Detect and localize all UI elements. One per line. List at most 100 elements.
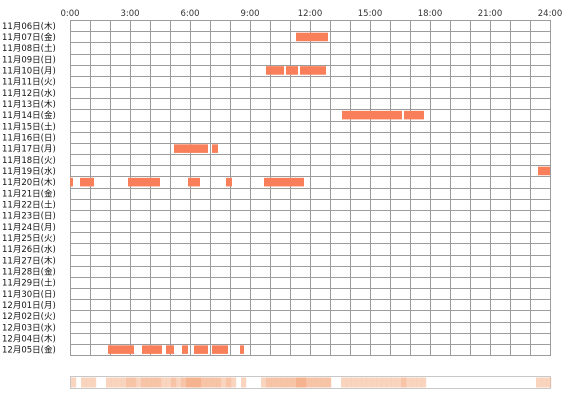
x-tick-label: 21:00 xyxy=(478,9,503,19)
summary-cell xyxy=(541,377,547,388)
activity-bar xyxy=(108,345,134,354)
x-tick-label: 12:00 xyxy=(298,9,323,19)
summary-cell xyxy=(291,377,297,388)
summary-cell xyxy=(296,377,302,388)
activity-bar xyxy=(226,177,232,187)
summary-cell xyxy=(286,377,292,388)
summary-cell xyxy=(146,377,152,388)
summary-cell xyxy=(316,377,322,388)
activity-bar xyxy=(212,345,228,354)
activity-bar xyxy=(182,345,188,354)
activity-bar xyxy=(296,32,328,42)
activity-bar xyxy=(128,177,160,187)
x-tick-label: 3:00 xyxy=(120,9,139,19)
summary-cell xyxy=(221,377,227,388)
day-label: 12月03日(水) xyxy=(2,322,56,333)
summary-cell xyxy=(386,377,392,388)
day-label: 11月08日(土) xyxy=(2,43,56,54)
summary-cell xyxy=(131,377,137,388)
summary-cell xyxy=(361,377,367,388)
summary-cell xyxy=(356,377,362,388)
summary-cell xyxy=(201,377,207,388)
day-label: 11月11日(火) xyxy=(2,78,56,88)
summary-cell xyxy=(276,377,282,388)
day-label: 11月19日(水) xyxy=(2,166,56,177)
summary-cell xyxy=(106,377,112,388)
summary-cell xyxy=(116,377,122,388)
day-label: 11月18日(火) xyxy=(2,156,56,166)
activity-bar xyxy=(70,177,73,187)
day-label: 11月21日(金) xyxy=(2,188,56,199)
summary-cell xyxy=(166,377,172,388)
summary-cell xyxy=(181,377,187,388)
summary-cell xyxy=(271,377,277,388)
day-label: 11月13日(木) xyxy=(2,99,56,110)
summary-cell xyxy=(346,377,352,388)
day-label: 11月30日(日) xyxy=(2,290,56,300)
x-tick-label: 24:00 xyxy=(538,9,563,19)
summary-cell xyxy=(546,377,552,388)
summary-cell xyxy=(396,377,402,388)
summary-cell xyxy=(216,377,222,388)
summary-cell xyxy=(226,377,232,388)
summary-cell xyxy=(241,377,247,388)
day-label: 11月20日(木) xyxy=(2,177,56,188)
summary-cell xyxy=(321,377,327,388)
summary-cell xyxy=(406,377,412,388)
summary-cell xyxy=(161,377,167,388)
summary-cell xyxy=(301,377,307,388)
activity-bar xyxy=(188,177,200,187)
summary-cell xyxy=(401,377,407,388)
activity-bar xyxy=(404,110,424,120)
summary-cell xyxy=(91,377,97,388)
activity-bar xyxy=(286,66,298,75)
activity-bar xyxy=(212,144,218,153)
summary-cell xyxy=(81,377,87,388)
day-label: 11月12日(水) xyxy=(2,88,56,99)
summary-cell xyxy=(141,377,147,388)
summary-cell xyxy=(536,377,542,388)
summary-cell xyxy=(186,377,192,388)
day-label: 12月01日(月) xyxy=(2,301,56,311)
x-tick-label: 18:00 xyxy=(418,9,443,19)
summary-cell xyxy=(351,377,357,388)
summary-cell xyxy=(391,377,397,388)
summary-cell xyxy=(211,377,217,388)
summary-strip xyxy=(70,376,552,389)
summary-cell xyxy=(306,377,312,388)
day-label: 12月04日(木) xyxy=(2,334,56,345)
activity-bar xyxy=(142,345,162,354)
day-label: 11月14日(金) xyxy=(2,110,56,121)
summary-cell xyxy=(126,377,132,388)
activity-bar xyxy=(266,66,284,75)
activity-bar xyxy=(240,345,244,354)
summary-cell xyxy=(366,377,372,388)
day-label: 12月02日(火) xyxy=(2,312,56,322)
day-label: 11月15日(土) xyxy=(2,121,56,132)
summary-cell xyxy=(411,377,417,388)
day-label: 11月06日(木) xyxy=(2,21,56,32)
day-label: 11月28日(金) xyxy=(2,267,56,278)
activity-bar xyxy=(174,144,208,153)
summary-cell xyxy=(231,377,237,388)
activity-bar xyxy=(300,66,326,75)
day-label: 11月29日(土) xyxy=(2,278,56,289)
day-label: 11月09日(日) xyxy=(2,55,56,65)
summary-cell xyxy=(71,377,77,388)
summary-cell xyxy=(196,377,202,388)
summary-cell xyxy=(111,377,117,388)
summary-cell xyxy=(371,377,377,388)
summary-cell xyxy=(311,377,317,388)
x-tick-label: 15:00 xyxy=(358,9,383,19)
summary-cell xyxy=(206,377,212,388)
day-label: 11月10日(月) xyxy=(2,67,56,77)
summary-cell xyxy=(176,377,182,388)
day-label: 11月22日(土) xyxy=(2,200,56,211)
activity-bar xyxy=(264,177,304,187)
activity-bar xyxy=(80,177,94,187)
activity-bar xyxy=(342,110,402,120)
bar-layer xyxy=(70,32,550,354)
summary-cell xyxy=(171,377,177,388)
summary-cell xyxy=(376,377,382,388)
